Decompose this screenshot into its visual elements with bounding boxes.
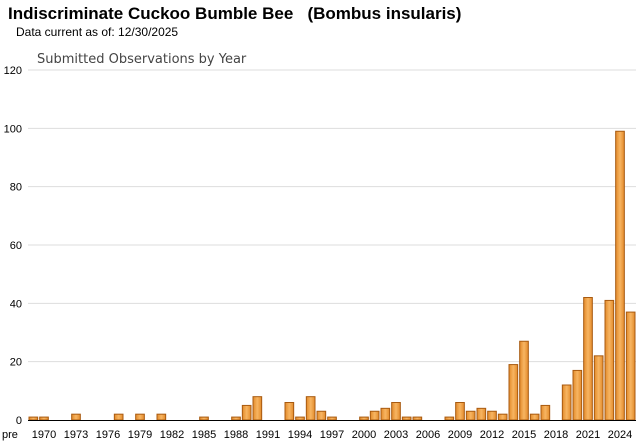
bar-2010	[465, 410, 476, 421]
bar-2000	[359, 416, 369, 421]
x-tick-label: 2003	[384, 429, 408, 441]
bar-2008	[444, 416, 455, 421]
bar-1994	[295, 416, 305, 421]
bar-2025	[625, 311, 636, 421]
bar-2016	[529, 413, 540, 421]
bar-2019	[561, 384, 572, 421]
x-tick-label: 1982	[160, 429, 184, 441]
x-tick-label: 2012	[480, 429, 504, 441]
x-tick-label: 1994	[288, 429, 312, 441]
y-tick-label: 20	[10, 357, 22, 369]
bar-2011	[476, 407, 487, 421]
grid-lines	[28, 69, 636, 363]
species-title: Indiscriminate Cuckoo Bumble Bee (Bombus…	[8, 4, 462, 23]
bar-1979	[135, 413, 145, 421]
x-tick-label: 2000	[352, 429, 376, 441]
x-tick-label: pre	[2, 429, 18, 441]
y-tick-label: 40	[10, 298, 22, 310]
x-tick-label: 2009	[448, 429, 472, 441]
x-tick-label: 1973	[64, 429, 88, 441]
bars	[28, 130, 636, 421]
x-tick-label: 1988	[224, 429, 248, 441]
x-tick-label: 2024	[608, 429, 632, 441]
bar-2017	[540, 404, 551, 421]
bar-2005	[412, 416, 423, 421]
x-tick-label: 1997	[320, 429, 344, 441]
bar-1981	[156, 413, 167, 421]
bar-2020	[572, 369, 583, 421]
bar-1973	[71, 413, 81, 421]
bar-1970	[39, 416, 49, 421]
x-tick-label: 1991	[256, 429, 280, 441]
x-tick-label: 1985	[192, 429, 216, 441]
y-tick-label: 80	[10, 182, 22, 194]
x-tick-label: 1970	[32, 429, 56, 441]
bar-2009	[455, 402, 465, 421]
bar-1985	[199, 416, 209, 421]
bar-1997	[327, 416, 337, 421]
bar-2001	[369, 410, 380, 421]
bar-2013	[497, 413, 508, 421]
y-axis-ticks: 0 20 40 60 80 100 120	[4, 65, 22, 427]
bar-2012	[487, 410, 497, 421]
x-tick-label: 1979	[128, 429, 152, 441]
bar-1977	[113, 413, 124, 421]
bar-2003	[391, 402, 401, 421]
x-axis-ticks: pre 1970 1973 1976 1979 1982 1985 1988 1991 1994 1…	[2, 429, 632, 441]
bar-2021	[583, 297, 593, 421]
bar-1996	[316, 410, 327, 421]
chart-title: Submitted Observations by Year	[37, 52, 247, 67]
bar-2015	[519, 340, 529, 421]
y-tick-label: 100	[4, 123, 22, 135]
bar-1995	[305, 396, 316, 421]
bar-1989	[241, 404, 252, 421]
y-tick-label: 120	[4, 65, 22, 77]
x-tick-label: 2021	[576, 429, 600, 441]
bar-2014	[508, 364, 519, 421]
x-tick-label: 2018	[544, 429, 568, 441]
x-tick-label: 2015	[512, 429, 536, 441]
bar-1988	[231, 416, 241, 421]
x-tick-label: 1976	[96, 429, 120, 441]
data-current-date: Data current as of: 12/30/2025	[16, 25, 179, 39]
bar-1993	[284, 402, 295, 421]
bar-2024	[615, 130, 625, 421]
bar-1990	[252, 396, 263, 421]
bar-2004	[401, 416, 412, 421]
y-tick-label: 0	[16, 415, 22, 427]
bar-2023	[604, 299, 615, 421]
x-tick-label: 2006	[416, 429, 440, 441]
y-tick-label: 60	[10, 240, 22, 252]
bar-pre-1970	[28, 416, 39, 421]
bar-2022	[593, 355, 604, 421]
bar-2002	[380, 407, 391, 421]
